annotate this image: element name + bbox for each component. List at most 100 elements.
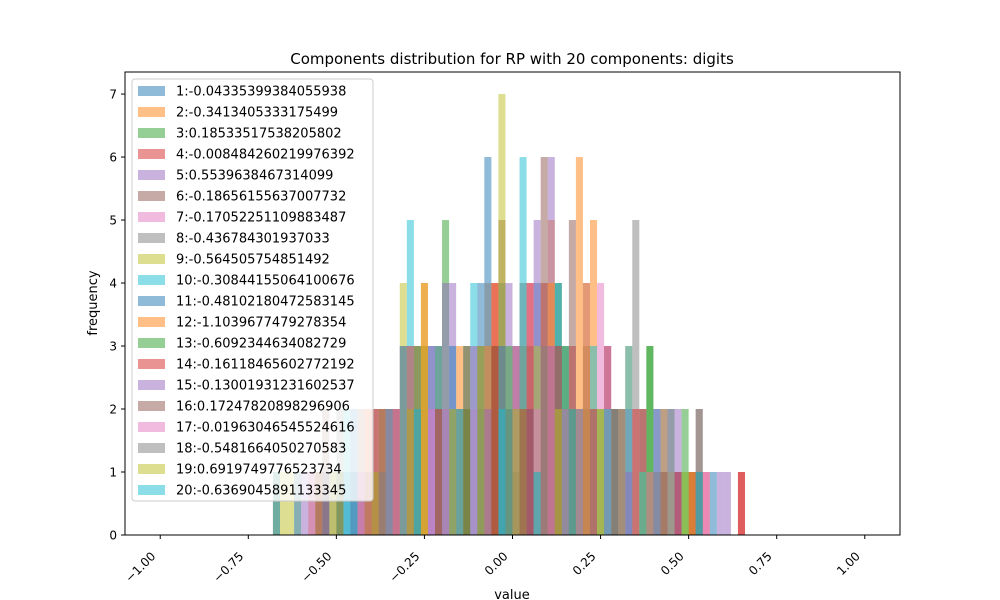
histogram-bar <box>287 472 295 535</box>
histogram-bar <box>604 409 612 535</box>
histogram-bar <box>575 157 583 536</box>
histogram-bar <box>357 472 365 535</box>
legend-box <box>131 78 374 502</box>
legend-swatch <box>138 191 165 201</box>
histogram-bar <box>435 409 443 535</box>
legend-entry: 20:-0.6369045891133345 <box>138 484 346 499</box>
legend-swatch <box>138 275 165 285</box>
bars-layer <box>272 94 745 536</box>
histogram-bar <box>519 157 527 536</box>
histogram-bar <box>582 283 590 535</box>
histogram-bar <box>406 409 414 535</box>
histogram-bar <box>568 220 576 535</box>
legend-entry: 9:-0.564505754851492 <box>138 253 330 268</box>
histogram-bar <box>554 409 562 535</box>
histogram-bar <box>378 409 386 535</box>
histogram-bar <box>597 409 605 535</box>
y-tick-label: 6 <box>109 151 117 165</box>
legend-swatch <box>138 317 165 327</box>
histogram-bar <box>427 409 435 535</box>
legend-label: 11:-0.48102180472583145 <box>176 295 355 310</box>
x-tick-label: 0.25 <box>570 549 599 578</box>
histogram-bar <box>484 409 492 535</box>
legend-label: 18:-0.5481664050270583 <box>176 442 346 457</box>
histogram-bar <box>702 472 710 535</box>
histogram-bar <box>681 409 689 535</box>
histogram-bar <box>477 346 485 535</box>
legend-swatch <box>138 464 165 474</box>
histogram-bar <box>674 472 682 535</box>
x-axis-ticks: −1.00 −0.75 −0.50 −0.25 0.00 0.25 0.50 0.75 1.00 <box>122 535 866 585</box>
histogram-bar <box>632 409 640 535</box>
histogram-bar <box>280 472 288 535</box>
legend-entry: 11:-0.48102180472583145 <box>138 295 355 310</box>
legend-label: 5:0.5539638467314099 <box>176 169 333 184</box>
histogram-bar <box>709 472 717 535</box>
legend-label: 20:-0.6369045891133345 <box>176 484 346 499</box>
histogram-bar <box>491 346 499 535</box>
y-tick-label: 1 <box>109 466 117 480</box>
histogram-bar <box>308 472 316 535</box>
chart-title: Components distribution for RP with 20 c… <box>290 50 734 68</box>
histogram-bar <box>533 472 541 535</box>
legend-entry: 19:0.6919749776523734 <box>138 463 342 478</box>
histogram-bar <box>667 409 675 535</box>
legend-swatch <box>138 107 165 117</box>
histogram-bar <box>575 409 583 535</box>
histogram-bar <box>526 283 534 535</box>
legend-label: 13:-0.6092344634082729 <box>176 337 346 352</box>
legend-swatch <box>138 422 165 432</box>
legend-label: 12:-1.1039677479278354 <box>176 316 346 331</box>
y-axis-ticks: 0 1 2 3 4 5 6 7 <box>109 88 125 543</box>
legend-swatch <box>138 212 165 222</box>
histogram-bar <box>498 94 506 536</box>
histogram-bar <box>695 472 703 535</box>
legend-label: 2:-0.3413405333175499 <box>176 106 338 121</box>
histogram-bar <box>272 472 280 535</box>
y-axis-label: frequency <box>86 270 101 336</box>
legend: 1:-0.04335399384055938 2:-0.3413405333175… <box>131 78 374 502</box>
histogram-bar <box>674 409 682 535</box>
x-tick-label: −0.25 <box>387 549 423 585</box>
histogram-bar <box>590 409 598 535</box>
legend-entry: 10:-0.30844155064100676 <box>138 274 355 289</box>
legend-entry: 17:-0.01963046545524616 <box>138 421 355 436</box>
legend-entry: 5:0.5539638467314099 <box>138 169 333 184</box>
histogram-bar <box>392 409 400 535</box>
histogram-bar <box>329 472 337 535</box>
histogram-bar <box>653 409 661 535</box>
legend-label: 9:-0.564505754851492 <box>176 253 330 268</box>
legend-swatch <box>138 170 165 180</box>
y-tick-label: 3 <box>109 340 117 354</box>
legend-label: 7:-0.17052251109883487 <box>176 211 346 226</box>
y-tick-label: 4 <box>109 277 117 291</box>
legend-entry: 6:-0.18656155637007732 <box>138 190 346 205</box>
histogram-bar <box>519 409 527 535</box>
histogram-bar <box>716 472 724 535</box>
y-tick-label: 0 <box>109 529 117 543</box>
legend-entry: 18:-0.5481664050270583 <box>138 442 346 457</box>
legend-entry: 4:-0.008484260219976392 <box>138 148 355 163</box>
histogram-bar <box>639 409 647 535</box>
legend-swatch <box>138 254 165 264</box>
legend-swatch <box>138 296 165 306</box>
x-tick-label: −0.50 <box>299 549 335 585</box>
histogram-bar <box>660 409 668 535</box>
histogram-bar <box>470 346 478 535</box>
histogram-bar <box>695 409 703 535</box>
legend-entry: 1:-0.04335399384055938 <box>138 85 346 100</box>
histogram-bar <box>456 409 464 535</box>
legend-label: 16:0.17247820898296906 <box>176 400 350 415</box>
histogram-bar <box>639 472 647 535</box>
histogram-bar <box>315 472 323 535</box>
histogram-bar <box>540 346 548 535</box>
legend-swatch <box>138 86 165 96</box>
legend-label: 19:0.6919749776523734 <box>176 463 342 478</box>
legend-label: 6:-0.18656155637007732 <box>176 190 346 205</box>
legend-swatch <box>138 380 165 390</box>
histogram-bar <box>653 472 661 535</box>
y-tick-label: 5 <box>109 214 117 228</box>
histogram-bar <box>660 472 668 535</box>
histogram-bar <box>364 472 372 535</box>
